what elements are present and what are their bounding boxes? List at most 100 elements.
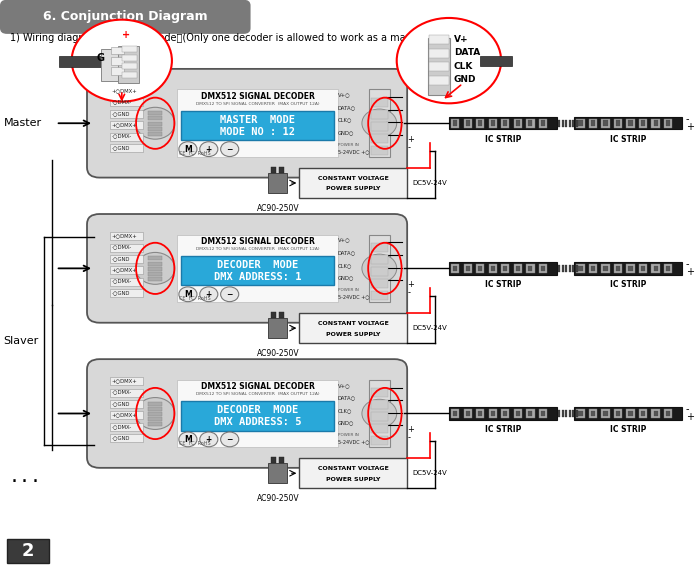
Text: -○DMX-: -○DMX-: [111, 245, 132, 250]
Text: AC90-250V: AC90-250V: [257, 494, 300, 503]
Text: +: +: [206, 435, 212, 444]
Bar: [369, 89, 390, 157]
Bar: [271, 312, 276, 318]
Bar: [110, 255, 143, 263]
Bar: [528, 120, 532, 126]
Bar: [371, 400, 388, 409]
Text: IC STRIP: IC STRIP: [610, 135, 647, 144]
Circle shape: [136, 253, 175, 284]
Text: +○DMX+: +○DMX+: [111, 88, 137, 93]
Text: -○GND: -○GND: [111, 435, 129, 440]
Text: GND○: GND○: [338, 275, 354, 280]
Bar: [428, 38, 450, 95]
Bar: [268, 173, 287, 193]
Text: 6. Conjunction Diagram: 6. Conjunction Diagram: [43, 10, 207, 23]
Text: DC5V-24V: DC5V-24V: [413, 470, 448, 477]
Text: MASTER  MODE: MASTER MODE: [220, 115, 295, 125]
Bar: [601, 264, 610, 273]
Bar: [148, 422, 162, 426]
Bar: [574, 117, 682, 129]
Bar: [464, 119, 472, 128]
Bar: [148, 406, 162, 410]
Text: +: +: [122, 30, 130, 40]
Circle shape: [136, 107, 175, 139]
Text: -: -: [686, 404, 689, 414]
Bar: [148, 277, 162, 281]
Text: POWER IN: POWER IN: [338, 288, 358, 292]
Text: G: G: [97, 53, 105, 63]
FancyBboxPatch shape: [87, 69, 407, 178]
Bar: [489, 119, 497, 128]
Bar: [639, 119, 647, 128]
Bar: [271, 457, 276, 463]
Bar: [541, 410, 545, 416]
Bar: [369, 234, 390, 302]
Bar: [664, 409, 672, 418]
Text: +: +: [407, 135, 414, 144]
Text: -○DMX-: -○DMX-: [111, 279, 132, 284]
Bar: [666, 120, 670, 126]
Bar: [451, 409, 459, 418]
Text: DMX ADDRESS: 1: DMX ADDRESS: 1: [214, 272, 301, 282]
Bar: [664, 264, 672, 273]
Text: POWER IN: POWER IN: [338, 142, 358, 146]
Bar: [541, 266, 545, 271]
Bar: [603, 410, 608, 416]
Bar: [565, 120, 567, 127]
Bar: [110, 289, 143, 297]
Text: CLK○: CLK○: [338, 117, 352, 123]
Bar: [268, 463, 287, 483]
Bar: [614, 409, 622, 418]
Text: -○GND: -○GND: [111, 290, 129, 295]
Text: -: -: [407, 142, 410, 152]
Bar: [371, 267, 388, 276]
Text: M: M: [184, 145, 192, 154]
Text: V+: V+: [454, 35, 468, 43]
Bar: [603, 120, 608, 126]
Text: +: +: [206, 145, 212, 154]
Bar: [569, 410, 571, 417]
Bar: [626, 119, 635, 128]
Circle shape: [200, 432, 218, 447]
Bar: [562, 120, 564, 127]
Bar: [177, 380, 338, 447]
Bar: [589, 409, 597, 418]
Text: +: +: [206, 290, 212, 299]
Bar: [453, 266, 457, 271]
Bar: [616, 120, 620, 126]
Bar: [601, 409, 610, 418]
Bar: [371, 291, 388, 300]
Text: AC90-250V: AC90-250V: [257, 349, 300, 357]
Bar: [614, 119, 622, 128]
Bar: [101, 49, 118, 80]
Bar: [466, 266, 470, 271]
Bar: [122, 72, 137, 78]
Bar: [110, 400, 143, 408]
Text: -: -: [686, 259, 689, 269]
Bar: [177, 234, 338, 302]
Bar: [7, 539, 49, 563]
Bar: [299, 458, 407, 488]
Bar: [578, 266, 583, 271]
Circle shape: [179, 432, 197, 447]
Text: CONSTANT VOLTAGE: CONSTANT VOLTAGE: [318, 321, 388, 326]
Bar: [118, 46, 139, 83]
Bar: [516, 120, 520, 126]
Bar: [528, 410, 532, 416]
Text: DATA○: DATA○: [338, 396, 356, 400]
Bar: [576, 120, 578, 127]
Text: −: −: [226, 290, 233, 299]
Circle shape: [179, 287, 197, 302]
Bar: [539, 264, 547, 273]
Bar: [110, 232, 143, 240]
Text: 1) Wiring diagram of Master Mode：(Only one decoder is allowed to work as a maste: 1) Wiring diagram of Master Mode：(Only o…: [10, 33, 429, 43]
FancyBboxPatch shape: [87, 359, 407, 468]
Bar: [626, 264, 635, 273]
Text: V+○: V+○: [338, 383, 350, 388]
Circle shape: [221, 432, 239, 447]
Bar: [541, 120, 545, 126]
Text: CLK○: CLK○: [338, 408, 352, 413]
Text: DMX512 SIGNAL DECODER: DMX512 SIGNAL DECODER: [200, 237, 315, 246]
Bar: [111, 67, 124, 75]
Bar: [110, 99, 143, 107]
